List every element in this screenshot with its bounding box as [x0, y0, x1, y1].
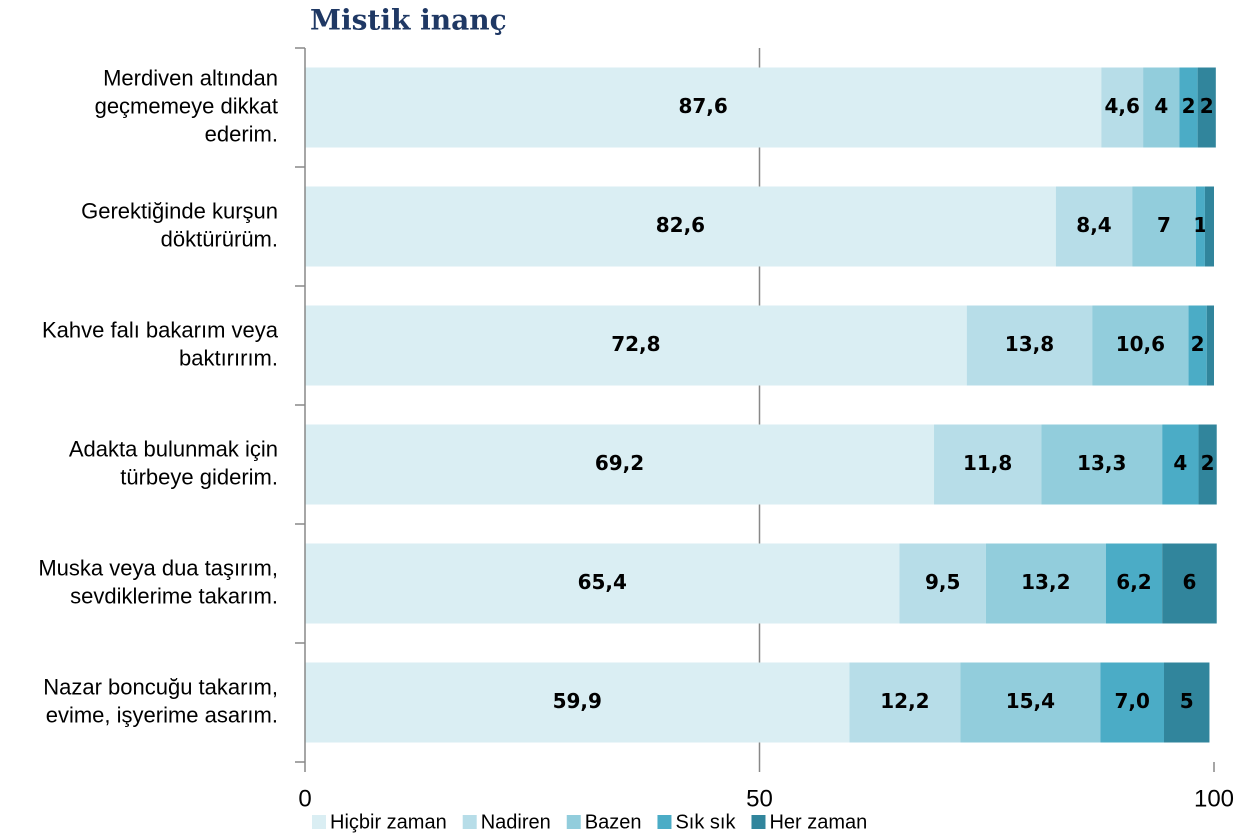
legend-swatch [657, 815, 672, 829]
bar-segment [985, 543, 1106, 624]
data-label: 13,2 [1021, 570, 1070, 594]
data-label: 15,4 [1006, 689, 1055, 713]
bar-segment [305, 543, 900, 624]
bar-segment [1198, 424, 1217, 505]
legend-swatch [751, 815, 766, 829]
bar-segment [1162, 424, 1199, 505]
bar-segment [1105, 543, 1163, 624]
data-label: 2 [1200, 94, 1214, 118]
x-tick-label: 100 [1194, 785, 1234, 812]
data-label: 82,6 [656, 213, 705, 237]
y-tick-label: türbeye giderim. [120, 464, 278, 489]
data-label: 4 [1154, 94, 1168, 118]
data-label: 1 [1193, 213, 1207, 237]
data-label: 13,3 [1077, 451, 1126, 475]
bar-segment [934, 424, 1042, 505]
data-label: 4 [1173, 451, 1187, 475]
bar-segment [960, 662, 1101, 743]
bar-segment [966, 305, 1093, 386]
data-label: 65,4 [578, 570, 627, 594]
data-label: 9,5 [925, 570, 960, 594]
bar-segment [305, 662, 850, 743]
bar-segment [1100, 662, 1165, 743]
data-label: 8,4 [1076, 213, 1111, 237]
y-tick-label: sevdiklerime takarım. [70, 583, 278, 608]
bar-segment [1206, 305, 1214, 386]
data-label: 2 [1201, 451, 1215, 475]
data-label: 87,6 [678, 94, 727, 118]
x-tick-label: 0 [298, 785, 311, 812]
y-tick-label: ederim. [205, 121, 278, 146]
bar-segment [1132, 186, 1196, 267]
y-tick-label: Gerektiğinde kurşun [81, 198, 278, 223]
legend-swatch [312, 815, 326, 829]
legend-label: Her zaman [769, 811, 867, 833]
legend-label: Bazen [585, 811, 642, 833]
data-label: 7,0 [1114, 689, 1149, 713]
bar-segment [305, 305, 967, 386]
bar-segment [305, 186, 1056, 267]
bar-segment [1092, 305, 1189, 386]
bar-segment [1101, 67, 1144, 148]
y-tick-label: baktırırım. [179, 345, 278, 370]
bar-segment [1041, 424, 1163, 505]
y-tick-label: evime, işyerime asarım. [46, 702, 278, 727]
legend-label: Sık sık [675, 811, 736, 833]
data-label: 72,8 [611, 332, 660, 356]
data-label: 2 [1191, 332, 1205, 356]
x-tick-label: 50 [746, 785, 773, 812]
bar-segment [1197, 67, 1216, 148]
bar-segment [1195, 186, 1205, 267]
data-label: 6,2 [1116, 570, 1151, 594]
y-tick-label: döktürürüm. [161, 226, 278, 251]
data-label: 10,6 [1116, 332, 1165, 356]
bar-segment [305, 424, 935, 505]
data-label: 59,9 [553, 689, 602, 713]
data-label: 11,8 [963, 451, 1012, 475]
y-tick-label: Nazar boncuğu takarım, [43, 674, 278, 699]
y-tick-label: Adakta bulunmak için [69, 436, 278, 461]
chart-title: Mistik inanç [310, 4, 507, 37]
legend-label: Nadiren [481, 811, 551, 833]
y-tick-label: Merdiven altından [103, 65, 278, 90]
legend-swatch [462, 815, 477, 829]
bar-segment [899, 543, 986, 624]
data-label: 6 [1182, 570, 1196, 594]
legend-swatch [566, 815, 581, 829]
data-label: 69,2 [595, 451, 644, 475]
bar-segment [1188, 305, 1207, 386]
y-tick-label: Muska veya dua taşırım, [38, 555, 278, 580]
data-label: 2 [1182, 94, 1196, 118]
data-label: 12,2 [880, 689, 929, 713]
data-label: 5 [1180, 689, 1194, 713]
legend-label: Hiçbir zaman [330, 811, 447, 833]
bar-segment [1162, 543, 1217, 624]
bar-segment [1164, 662, 1210, 743]
bar-segment [849, 662, 961, 743]
bar-segment [1204, 186, 1214, 267]
y-tick-label: geçmemeye dikkat [95, 93, 278, 118]
bar-segment [1143, 67, 1180, 148]
bar-segment [305, 67, 1102, 148]
data-label: 7 [1157, 213, 1171, 237]
bar-segment [1055, 186, 1133, 267]
y-tick-label: Kahve falı bakarım veya [42, 317, 279, 342]
data-label: 4,6 [1104, 94, 1139, 118]
data-label: 13,8 [1005, 332, 1054, 356]
bar-segment [1179, 67, 1198, 148]
